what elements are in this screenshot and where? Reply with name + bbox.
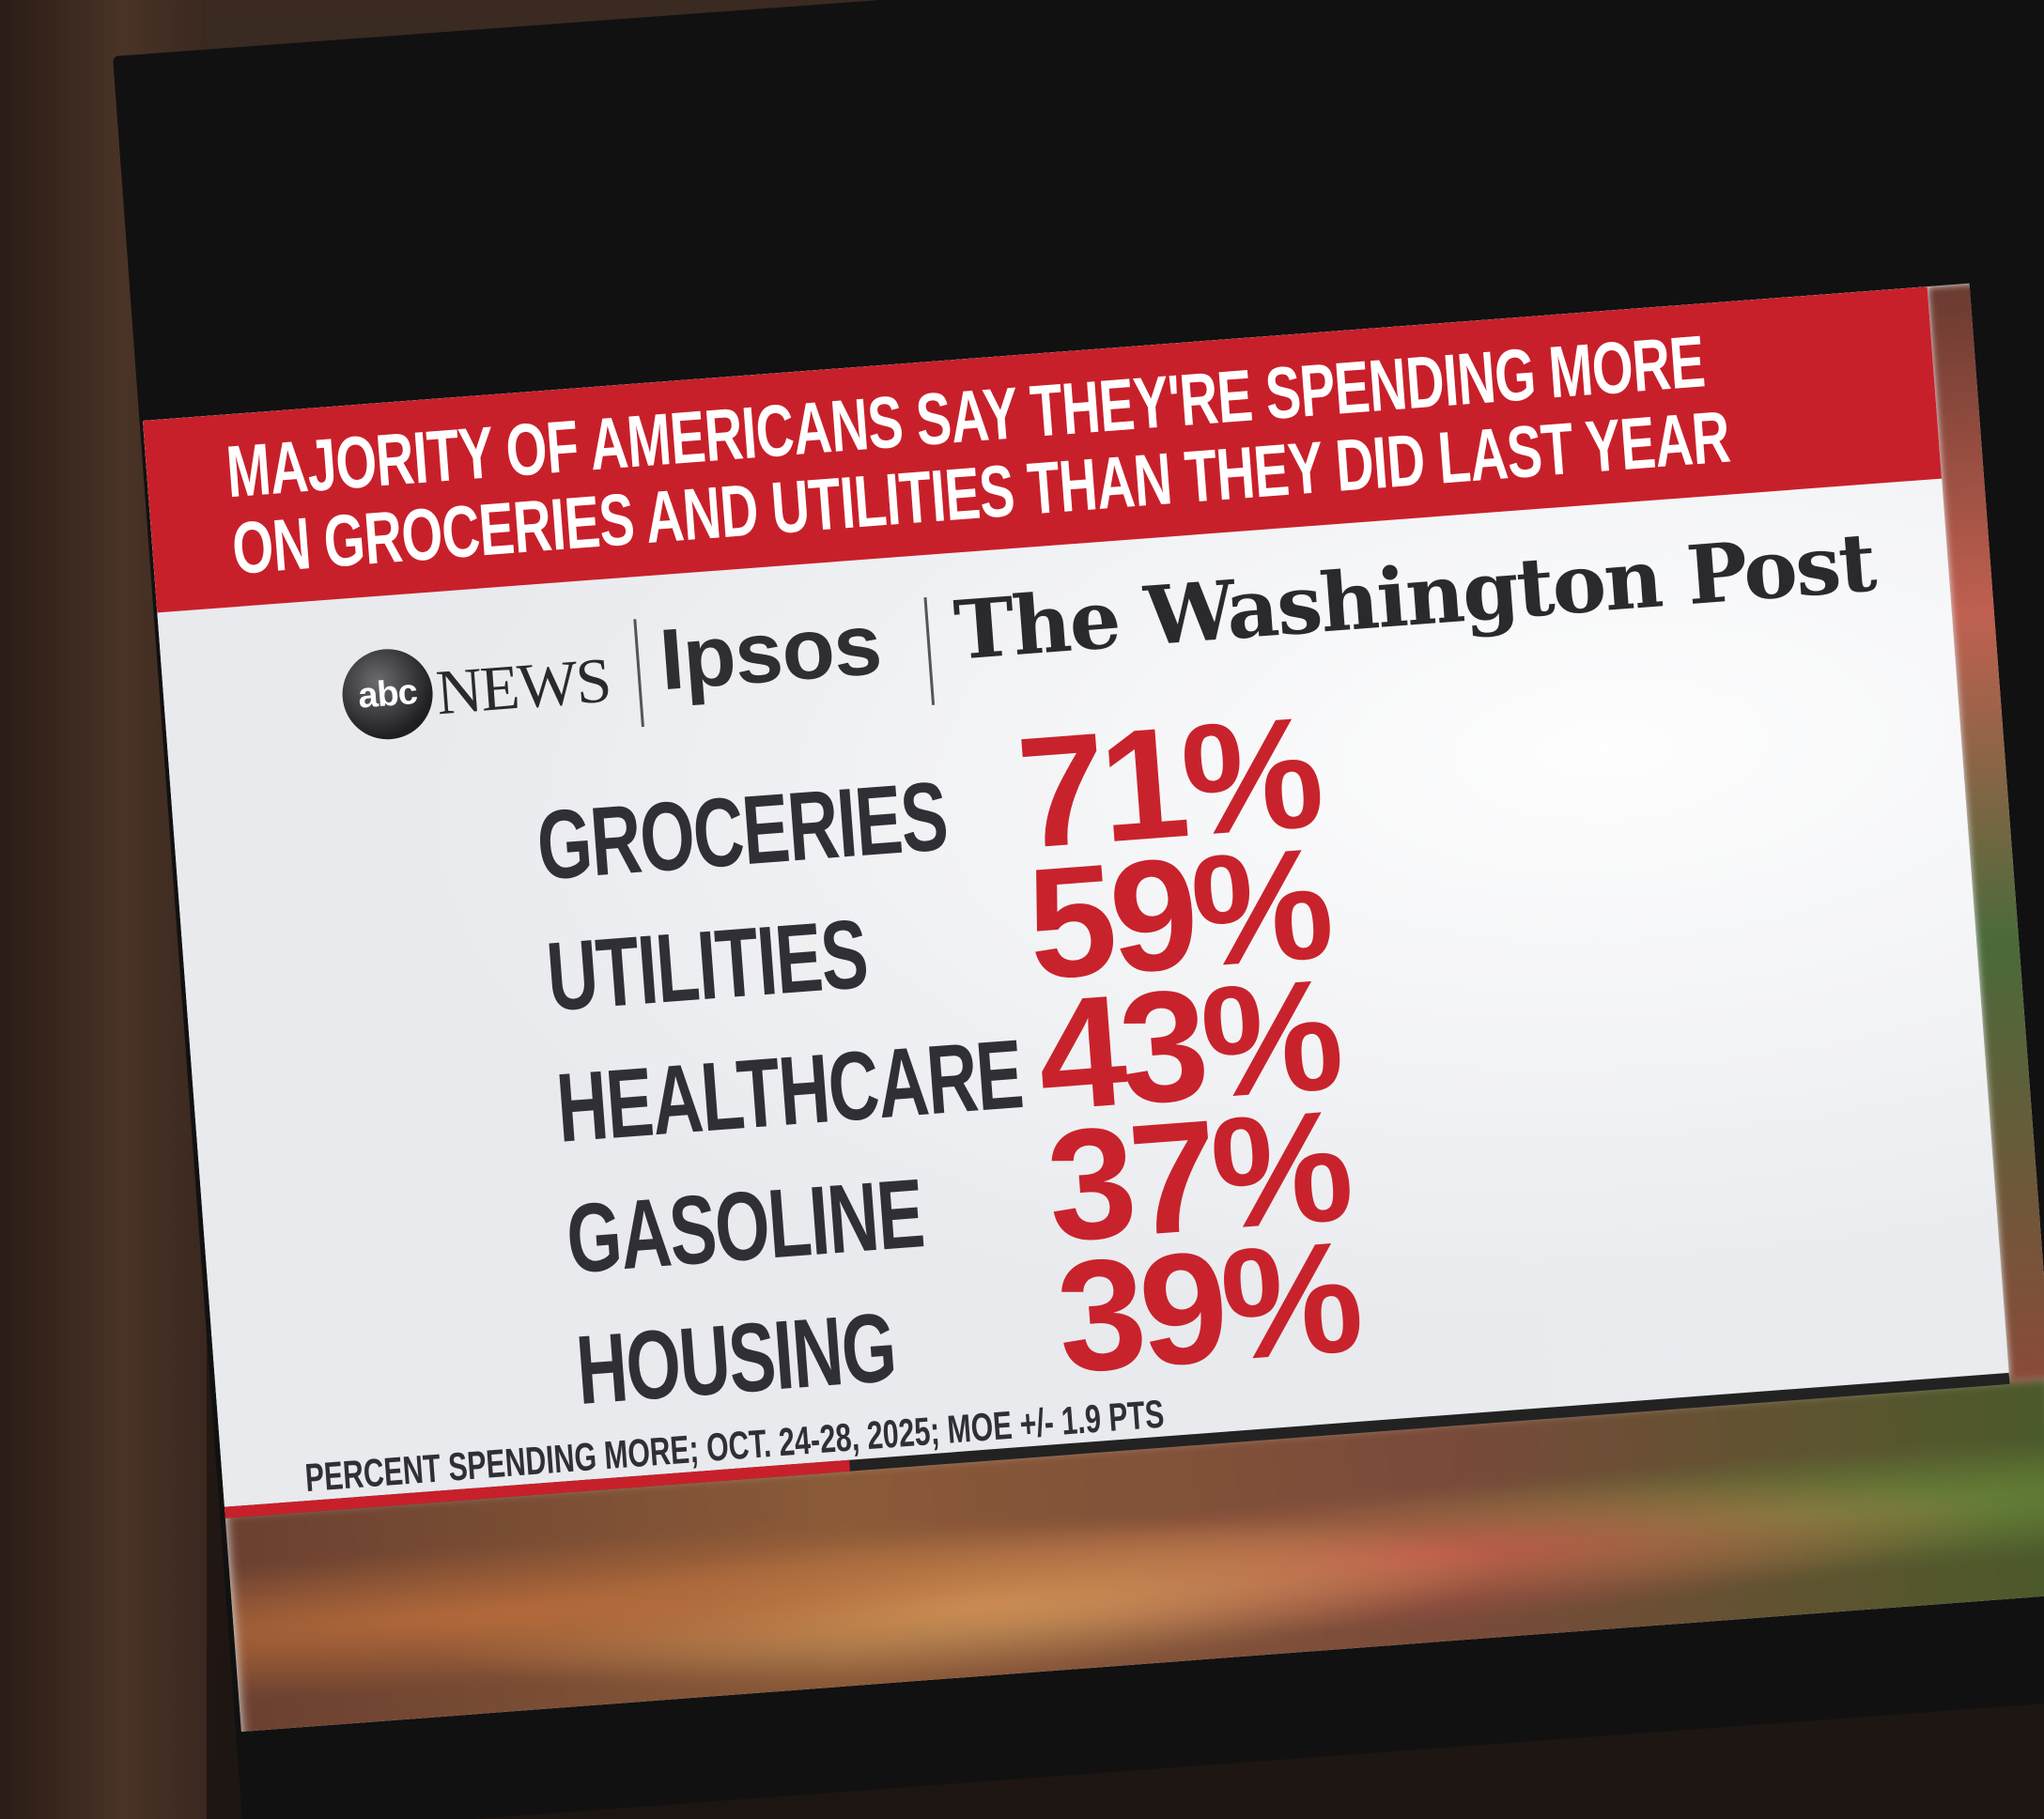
tv-screen: MAJORITY OF AMERICANS SAY THEY'RE SPENDI… <box>143 283 2044 1733</box>
row-value: 39% <box>1051 1208 1363 1407</box>
row-label: UTILITIES <box>543 899 871 1033</box>
news-poll-graphic: MAJORITY OF AMERICANS SAY THEY'RE SPENDI… <box>143 286 2009 1512</box>
abc-logo: abc <box>339 645 437 743</box>
logo-divider <box>633 619 644 728</box>
row-label: HOUSING <box>572 1292 899 1426</box>
logo-divider <box>923 596 936 705</box>
abc-news-wordmark: NEWS <box>433 643 612 729</box>
poll-results: GROCERIES 71% UTILITIES 59% HEALTHCARE 4… <box>171 661 2005 1451</box>
ipsos-logo: Ipsos <box>656 595 885 709</box>
washington-post-logo: The Washington Post <box>951 515 1878 679</box>
